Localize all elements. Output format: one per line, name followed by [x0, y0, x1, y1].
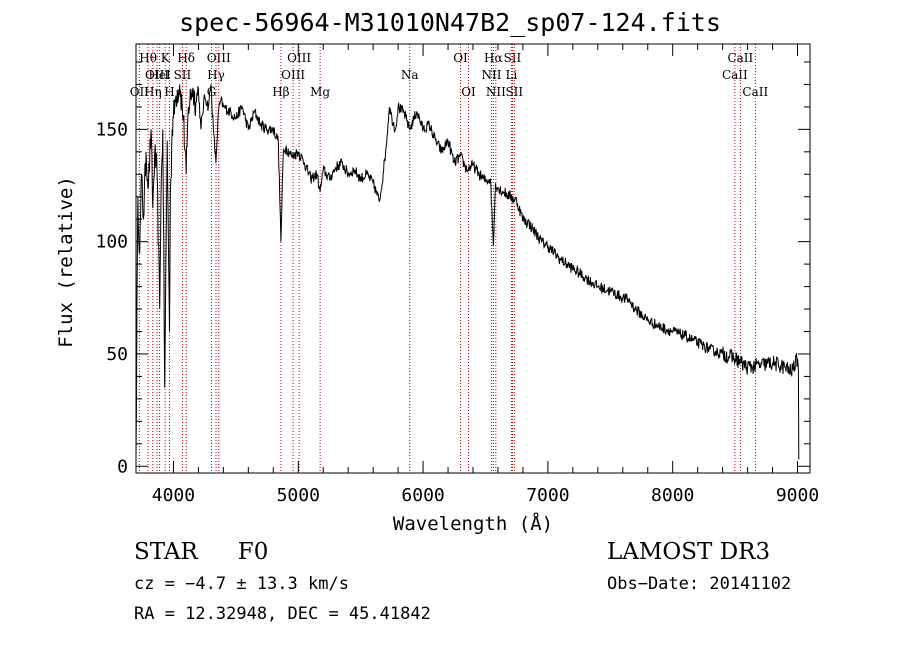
line-label: CaII	[742, 85, 768, 99]
line-label: OII	[130, 85, 150, 99]
x-tick-label: 7000	[526, 485, 569, 506]
axis-ticks: 4000 5000 6000 7000 8000 9000 0 50 100 150	[95, 44, 819, 506]
line-label: OI	[461, 85, 476, 99]
line-label: CaII	[722, 68, 748, 82]
y-tick-label: 0	[117, 456, 128, 477]
line-label: OIII	[207, 51, 231, 65]
object-class: STAR	[134, 539, 198, 565]
spectrum-line	[135, 84, 800, 460]
line-label: SII	[504, 51, 522, 65]
line-label: Hη	[144, 85, 162, 99]
y-axis-label: Flux (relative)	[55, 176, 77, 348]
obs-date: Obs−Date: 20141102	[607, 574, 792, 594]
line-label: SII	[174, 68, 192, 82]
x-tick-label: 8000	[651, 485, 694, 506]
line-label: NII	[486, 85, 506, 99]
line-label: Mg	[310, 85, 330, 99]
line-label: OIII	[281, 68, 305, 82]
x-axis-label: Wavelength (Å)	[393, 512, 553, 535]
line-label: HeI	[148, 68, 171, 82]
x-tick-label: 4000	[152, 485, 195, 506]
y-tick-label: 50	[106, 344, 128, 365]
x-tick-label: 5000	[277, 485, 320, 506]
redshift-cz: cz = −4.7 ± 13.3 km/s	[134, 574, 349, 594]
survey-name: LAMOST DR3	[607, 539, 771, 565]
line-label: NII	[481, 68, 501, 82]
line-label: Hδ	[177, 51, 195, 65]
line-label: Li	[506, 68, 518, 82]
line-label: Na	[401, 68, 419, 82]
line-label: K	[161, 51, 171, 65]
y-tick-label: 150	[95, 119, 128, 140]
subclass: F0	[237, 539, 269, 565]
line-label: H	[164, 85, 174, 99]
plot-frame	[135, 43, 811, 474]
chart-title: spec-56964-M31010N47B2_sp07-124.fits	[179, 8, 721, 37]
line-label: OIII	[145, 68, 169, 82]
classification: STAR F0	[134, 539, 308, 565]
y-tick-label: 100	[95, 232, 128, 253]
line-label: OIII	[287, 51, 311, 65]
line-label: Hα	[484, 51, 503, 65]
ra-dec: RA = 12.32948, DEC = 45.41842	[134, 604, 431, 624]
x-tick-label: 9000	[776, 485, 819, 506]
x-tick-label: 6000	[401, 485, 444, 506]
line-label: Hγ	[207, 68, 225, 82]
line-label: OI	[453, 51, 468, 65]
line-label: CaII	[727, 51, 753, 65]
line-label: Hβ	[272, 85, 289, 99]
line-label: Hθ	[139, 51, 157, 65]
line-label: SII	[505, 85, 523, 99]
